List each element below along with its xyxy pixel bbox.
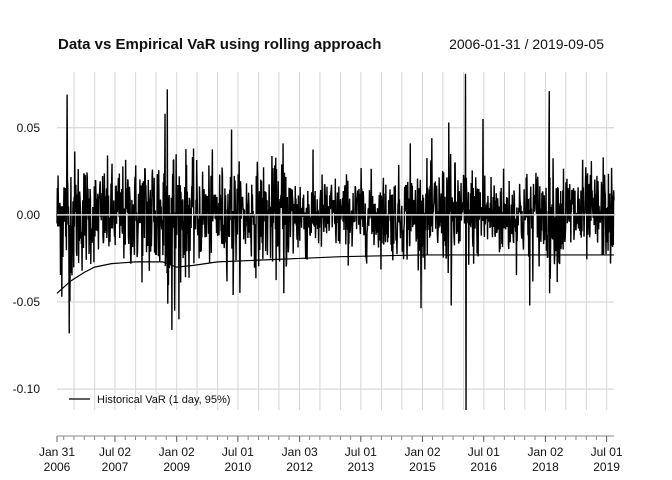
x-tick-year: 2012: [286, 460, 313, 474]
x-tick-label: Jan 03: [282, 445, 318, 459]
x-tick-year: 2016: [470, 460, 497, 474]
x-tick-year: 2013: [347, 460, 374, 474]
x-tick-year: 2007: [102, 460, 129, 474]
legend-label: Historical VaR (1 day, 95%): [97, 394, 230, 406]
var-series: [56, 254, 614, 294]
x-tick-label: Jul 01: [345, 445, 377, 459]
legend: Historical VaR (1 day, 95%): [69, 394, 230, 406]
y-tick-label: 0.00: [17, 208, 41, 222]
x-tick-label: Jan 02: [404, 445, 440, 459]
x-tick-label: Jul 01: [591, 445, 623, 459]
x-tick-year: 2018: [532, 460, 559, 474]
x-tick-year: 2019: [593, 460, 620, 474]
x-tick-label: Jan 31: [39, 445, 75, 459]
x-tick-label: Jul 02: [99, 445, 131, 459]
x-tick-year: 2010: [224, 460, 251, 474]
returns-line: [56, 73, 615, 411]
chart-title: Data vs Empirical VaR using rolling appr…: [58, 36, 381, 53]
y-tick-label: 0.05: [17, 121, 41, 135]
x-tick-label: Jan 02: [527, 445, 563, 459]
y-tick-label: -0.10: [13, 382, 41, 396]
chart-date-range: 2006-01-31 / 2019-09-05: [449, 36, 604, 52]
y-tick-label: -0.05: [13, 295, 41, 309]
x-tick-label: Jul 01: [468, 445, 500, 459]
x-tick-year: 2006: [44, 460, 71, 474]
x-tick-label: Jul 01: [222, 445, 254, 459]
var-line: [56, 254, 614, 294]
returns-series: [56, 73, 615, 411]
x-tick-year: 2009: [163, 460, 190, 474]
x-tick-label: Jan 02: [159, 445, 195, 459]
x-tick-year: 2015: [409, 460, 436, 474]
